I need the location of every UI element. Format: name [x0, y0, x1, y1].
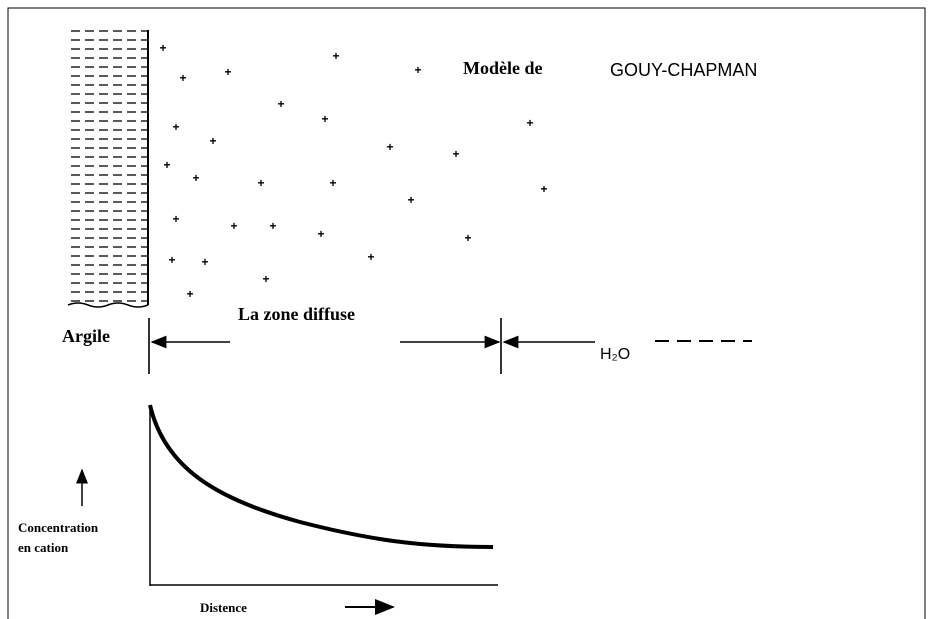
svg-text:+: + — [209, 134, 216, 148]
svg-text:+: + — [186, 287, 193, 301]
svg-text:+: + — [168, 253, 175, 267]
frame — [7, 7, 926, 619]
svg-text:+: + — [540, 182, 547, 196]
x-axis-label: Distence — [200, 600, 247, 615]
clay-base — [67, 302, 149, 308]
zone-arrows — [148, 318, 752, 374]
svg-text:+: + — [257, 176, 264, 190]
svg-text:+: + — [367, 250, 374, 264]
svg-text:+: + — [277, 97, 284, 111]
svg-text:+: + — [179, 71, 186, 85]
graph — [76, 404, 498, 615]
svg-text:+: + — [262, 272, 269, 286]
svg-text:+: + — [317, 227, 324, 241]
y-axis-label: en cation — [18, 540, 69, 555]
svg-text:+: + — [192, 171, 199, 185]
zone-label: La zone diffuse — [238, 304, 355, 324]
svg-text:+: + — [172, 212, 179, 226]
svg-text:+: + — [201, 255, 208, 269]
svg-text:+: + — [230, 219, 237, 233]
cations: + + + + + + + + + + + + + + + + + + + + + + + + + + + + — [159, 41, 547, 301]
svg-text:+: + — [332, 49, 339, 63]
svg-text:+: + — [329, 176, 336, 190]
clay-label: Argile — [62, 326, 110, 346]
title-prefix: Modèle de — [463, 58, 542, 78]
clay-block — [68, 30, 148, 305]
svg-text:+: + — [407, 193, 414, 207]
svg-text:+: + — [163, 158, 170, 172]
svg-text:+: + — [386, 140, 393, 154]
svg-text:+: + — [159, 41, 166, 55]
svg-text:+: + — [269, 219, 276, 233]
svg-text:+: + — [452, 147, 459, 161]
svg-text:+: + — [172, 120, 179, 134]
svg-text:+: + — [464, 231, 471, 245]
svg-text:+: + — [321, 112, 328, 126]
svg-text:+: + — [526, 116, 533, 130]
svg-text:+: + — [224, 65, 231, 79]
svg-text:+: + — [414, 63, 421, 77]
y-axis-label: Concentration — [18, 520, 99, 535]
water-label: H₂O — [600, 346, 630, 363]
title-name: GOUY-CHAPMAN — [610, 60, 757, 80]
